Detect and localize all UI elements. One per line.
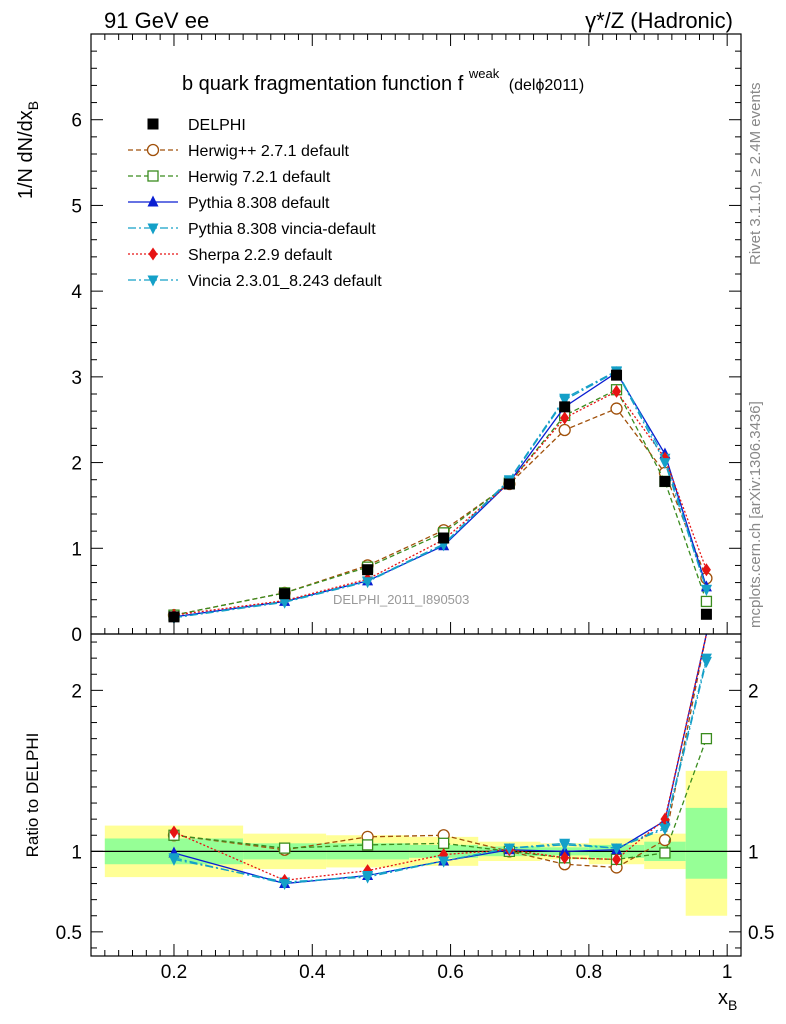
main-y-tick-label: 2 xyxy=(71,454,82,475)
delphi-data-point xyxy=(362,564,374,576)
legend-marker-data xyxy=(147,118,159,130)
ratio-band-inner xyxy=(685,807,728,879)
vincia-ratio-point xyxy=(362,871,374,882)
sherpa-line xyxy=(173,390,708,616)
ratio-y-axis-label: Ratio to DELPHI xyxy=(23,733,42,858)
vincia-ratio-point xyxy=(700,656,712,668)
vincia-point xyxy=(659,458,671,470)
main-y-tick-label: 0 xyxy=(71,625,82,646)
vincia-point xyxy=(700,584,712,596)
herwig7-ratio-point xyxy=(700,733,713,745)
x-tick-label: 0.6 xyxy=(437,962,463,983)
legend-marker-vincia xyxy=(147,275,159,287)
x-tick-label: 0.4 xyxy=(299,962,326,983)
legend-label-data: DELPHI xyxy=(188,117,246,134)
vincia-point xyxy=(279,597,291,609)
legend-label-vincia: Vincia 2.3.01_8.243 default xyxy=(188,273,382,290)
herwigpp-point xyxy=(610,402,623,415)
legend: DELPHI Herwig++ 2.7.1 default Herwig 7.2.1… xyxy=(128,117,382,290)
legend-marker-sherpa xyxy=(148,247,158,261)
ratio-plot-frame xyxy=(90,633,742,957)
herwig7-line xyxy=(173,388,708,616)
delphi-data-point xyxy=(700,608,712,620)
process-label: γ*/Z (Hadronic) xyxy=(585,8,733,33)
legend-label-herwigpp: Herwig++ 2.7.1 default xyxy=(188,143,350,160)
legend-label-pythia-vincia: Pythia 8.308 vincia-default xyxy=(188,221,376,238)
ratio-y-tick-label: 1 xyxy=(71,842,82,863)
ratio-y-tick-label: 0.5 xyxy=(56,923,82,944)
ratio-y-tick-label-right: 1 xyxy=(748,842,759,863)
herwig7-ratio-point xyxy=(659,847,671,859)
main-series-group xyxy=(167,366,713,625)
main-y-tick-label: 4 xyxy=(71,282,82,303)
delphi-data-point xyxy=(438,532,450,544)
main-y-tick-label: 5 xyxy=(71,196,82,217)
legend-label-sherpa: Sherpa 2.2.9 default xyxy=(188,247,333,264)
sherpa-ratio-line xyxy=(173,633,708,881)
vincia-ratio-point xyxy=(659,824,671,836)
delphi-data-point xyxy=(168,611,180,623)
legend-marker-herwigpp xyxy=(146,143,160,157)
legend-label-herwig7: Herwig 7.2.1 default xyxy=(188,169,331,186)
x-tick-label: 0.2 xyxy=(161,962,187,983)
herwigpp-ratio-point xyxy=(658,833,672,847)
legend-label-pythia: Pythia 8.308 default xyxy=(188,195,330,212)
herwig7-ratio-point xyxy=(278,842,291,854)
sherpa-ratio-point xyxy=(612,852,622,866)
legend-marker-herwig7 xyxy=(147,170,159,182)
vincia-ratio-point xyxy=(279,879,291,891)
chart-title: b quark fragmentation function f weak (d… xyxy=(182,61,584,95)
sherpa-ratio-point xyxy=(169,825,179,839)
vincia-ratio-point xyxy=(611,843,623,855)
mcplots-credit-text: mcplots.cern.ch [arXiv:1306.3436] xyxy=(747,401,764,628)
herwig7-ratio-point xyxy=(438,837,450,849)
vincia-ratio-point xyxy=(503,843,515,855)
ratio-y-tick-label-right: 2 xyxy=(748,681,759,702)
x-axis-label: xB xyxy=(718,987,737,1013)
delphi-data-point xyxy=(279,588,291,600)
x-tick-label: 0.8 xyxy=(576,962,602,983)
delphi-data-point xyxy=(611,369,623,381)
herwigpp-line xyxy=(173,407,708,616)
herwigpp-point xyxy=(558,423,571,437)
vincia-point xyxy=(559,395,571,407)
delphi-data-point xyxy=(559,401,571,413)
ratio-series-group xyxy=(167,633,713,891)
energy-label: 91 GeV ee xyxy=(104,8,209,33)
delphi-data-point xyxy=(659,475,671,487)
ratio-y-tick-label-right: 0.5 xyxy=(748,923,774,944)
sherpa-point xyxy=(560,411,570,425)
vincia-ratio-point xyxy=(559,838,571,850)
herwig7-point xyxy=(700,595,713,608)
x-tick-label: 1 xyxy=(722,962,733,983)
legend-marker-pythia-vincia xyxy=(147,223,159,235)
rivet-version-text: Rivet 3.1.10, ≥ 2.4M events xyxy=(747,83,764,266)
main-y-tick-label: 1 xyxy=(71,539,82,560)
vincia-point xyxy=(362,577,374,589)
delphi-data-point xyxy=(503,478,515,490)
ratio-y-tick-label: 2 xyxy=(71,681,82,702)
main-y-tick-label: 3 xyxy=(71,368,82,389)
sherpa-point xyxy=(612,384,622,398)
axes-group: 0.2 0.4 0.6 0.8 1 0 1 2 3 4 5 6 0.5 0.5 1 1 2 2 xyxy=(56,34,774,983)
vincia-ratio-point xyxy=(438,856,450,868)
main-y-axis-label: 1/N dN/dxB xyxy=(15,101,41,199)
vincia-ratio-point xyxy=(168,853,180,865)
sherpa-point xyxy=(701,563,711,577)
sherpa-ratio-point xyxy=(560,851,570,865)
herwig7-ratio-point xyxy=(361,839,374,851)
analysis-watermark: DELPHI_2011_I890503 xyxy=(333,592,469,607)
legend-marker-pythia xyxy=(147,195,159,207)
main-y-tick-label: 6 xyxy=(71,111,82,132)
